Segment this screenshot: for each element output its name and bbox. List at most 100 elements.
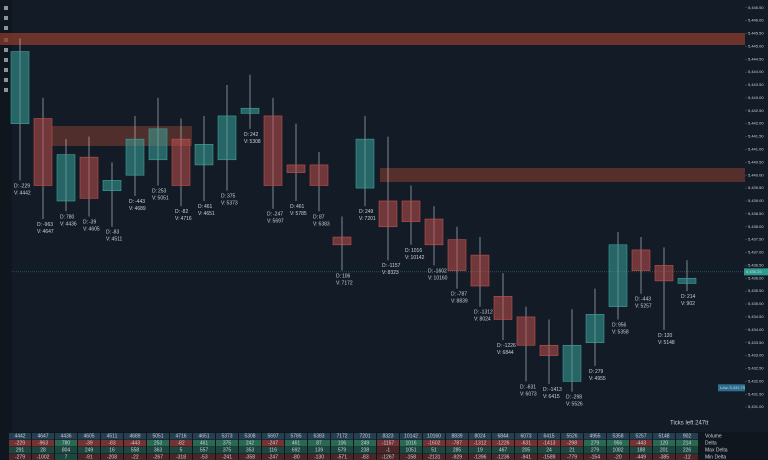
table-value: 353 bbox=[246, 448, 255, 454]
volume-annotation: V:5697 bbox=[267, 219, 284, 225]
delta-annotation: D:87 bbox=[313, 215, 325, 221]
table-value: -91 bbox=[85, 455, 92, 460]
table-cell bbox=[400, 440, 422, 447]
table-value: -154 bbox=[590, 455, 600, 460]
y-tick-label: 5,445.50 bbox=[748, 31, 764, 36]
table-value: 6844 bbox=[497, 434, 508, 440]
table-value: -1589 bbox=[543, 455, 556, 460]
volume-value: 5785 bbox=[296, 211, 307, 217]
table-cell bbox=[676, 447, 698, 454]
delta-prefix: D: bbox=[198, 204, 203, 210]
table-cell bbox=[515, 433, 537, 440]
volume-value: 5257 bbox=[641, 304, 652, 310]
volume-annotation: V:5373 bbox=[221, 201, 238, 207]
table-value: -2131 bbox=[428, 455, 441, 460]
volume-prefix: V: bbox=[681, 301, 686, 307]
volume-annotation: V:4511 bbox=[106, 237, 123, 243]
last-price-box bbox=[744, 268, 768, 276]
table-value: 5257 bbox=[635, 434, 646, 440]
delta-prefix: D: bbox=[60, 215, 65, 221]
delta-prefix: D: bbox=[497, 343, 502, 349]
table-value: 5373 bbox=[221, 434, 232, 440]
volume-value: 4442 bbox=[20, 191, 31, 197]
candle-body bbox=[148, 128, 168, 161]
candle-body bbox=[240, 107, 260, 114]
y-tick-label: 5,438.50 bbox=[748, 211, 764, 216]
volume-prefix: V: bbox=[106, 237, 111, 243]
table-value: -208 bbox=[107, 455, 117, 460]
table-value: 5526 bbox=[566, 434, 577, 440]
delta-prefix: D: bbox=[681, 294, 686, 300]
volume-annotation: V:5257 bbox=[635, 304, 652, 310]
delta-annotation: D:375 bbox=[221, 194, 236, 200]
candle-body bbox=[309, 164, 329, 186]
volume-prefix: V: bbox=[83, 227, 88, 233]
table-value: 692 bbox=[292, 448, 301, 454]
table-value: 24 bbox=[546, 448, 552, 454]
delta-value: -229 bbox=[20, 184, 30, 190]
volume-annotation: V:5358 bbox=[612, 330, 629, 336]
delta-value: 461 bbox=[204, 204, 213, 210]
table-value: -318 bbox=[176, 455, 186, 460]
table-cell bbox=[216, 447, 238, 454]
y-tick-label: 5,436.00 bbox=[748, 275, 764, 280]
delta-prefix: D: bbox=[336, 274, 341, 280]
table-value: 5148 bbox=[658, 434, 669, 440]
delta-prefix: D: bbox=[83, 220, 88, 226]
delta-value: 106 bbox=[342, 274, 351, 280]
delta-value: -1226 bbox=[503, 343, 516, 349]
table-value: 8024 bbox=[474, 434, 485, 440]
delta-value: 253 bbox=[158, 189, 167, 195]
delta-prefix: D: bbox=[267, 212, 272, 218]
row-label: Min Delta bbox=[705, 455, 726, 460]
volume-annotation: V:6844 bbox=[497, 350, 514, 356]
table-cell bbox=[193, 454, 215, 460]
volume-value: 7172 bbox=[342, 281, 353, 287]
volume-prefix: V: bbox=[405, 255, 410, 261]
delta-value: -787 bbox=[457, 292, 467, 298]
volume-annotation: V:4955 bbox=[589, 376, 606, 382]
table-value: 226 bbox=[683, 448, 692, 454]
volume-prefix: V: bbox=[336, 281, 341, 287]
candle-body bbox=[447, 239, 467, 271]
delta-annotation: D:-1226 bbox=[497, 343, 516, 349]
table-value: -963 bbox=[38, 441, 48, 447]
table-cell bbox=[147, 447, 169, 454]
table-cell bbox=[170, 454, 192, 460]
table-value: -779 bbox=[567, 455, 577, 460]
delta-prefix: D: bbox=[589, 369, 594, 375]
table-value: 6415 bbox=[543, 434, 554, 440]
table-cell bbox=[354, 447, 376, 454]
candle-body bbox=[217, 115, 237, 161]
row-label: Delta bbox=[705, 441, 717, 447]
table-cell bbox=[147, 440, 169, 447]
delta-value: -1157 bbox=[388, 264, 401, 270]
delta-annotation: D:-443 bbox=[129, 199, 145, 205]
volume-annotation: V:8839 bbox=[451, 299, 468, 305]
table-value: 7172 bbox=[336, 434, 347, 440]
table-cell bbox=[653, 440, 675, 447]
table-cell bbox=[354, 454, 376, 460]
table-value: -1226 bbox=[497, 441, 510, 447]
volume-value: 4651 bbox=[204, 211, 215, 217]
volume-prefix: V: bbox=[313, 222, 318, 228]
table-value: -80 bbox=[292, 455, 299, 460]
volume-prefix: V: bbox=[612, 330, 617, 336]
delta-prefix: D: bbox=[428, 269, 433, 275]
table-cell bbox=[285, 433, 307, 440]
table-cell bbox=[170, 447, 192, 454]
table-cell bbox=[400, 454, 422, 460]
volume-prefix: V: bbox=[14, 191, 19, 197]
table-value: 285 bbox=[453, 448, 462, 454]
table-cell bbox=[55, 454, 77, 460]
y-tick-label: 5,443.50 bbox=[748, 82, 764, 87]
delta-value: 242 bbox=[250, 132, 259, 138]
delta-value: -82 bbox=[181, 209, 188, 215]
y-tick-label: 5,444.50 bbox=[748, 56, 764, 61]
delta-annotation: D:956 bbox=[612, 323, 627, 329]
volume-prefix: V: bbox=[428, 276, 433, 282]
table-cell bbox=[262, 440, 284, 447]
table-value: -158 bbox=[406, 455, 416, 460]
y-tick-label: 5,434.50 bbox=[748, 314, 764, 319]
table-value: -1002 bbox=[37, 455, 50, 460]
